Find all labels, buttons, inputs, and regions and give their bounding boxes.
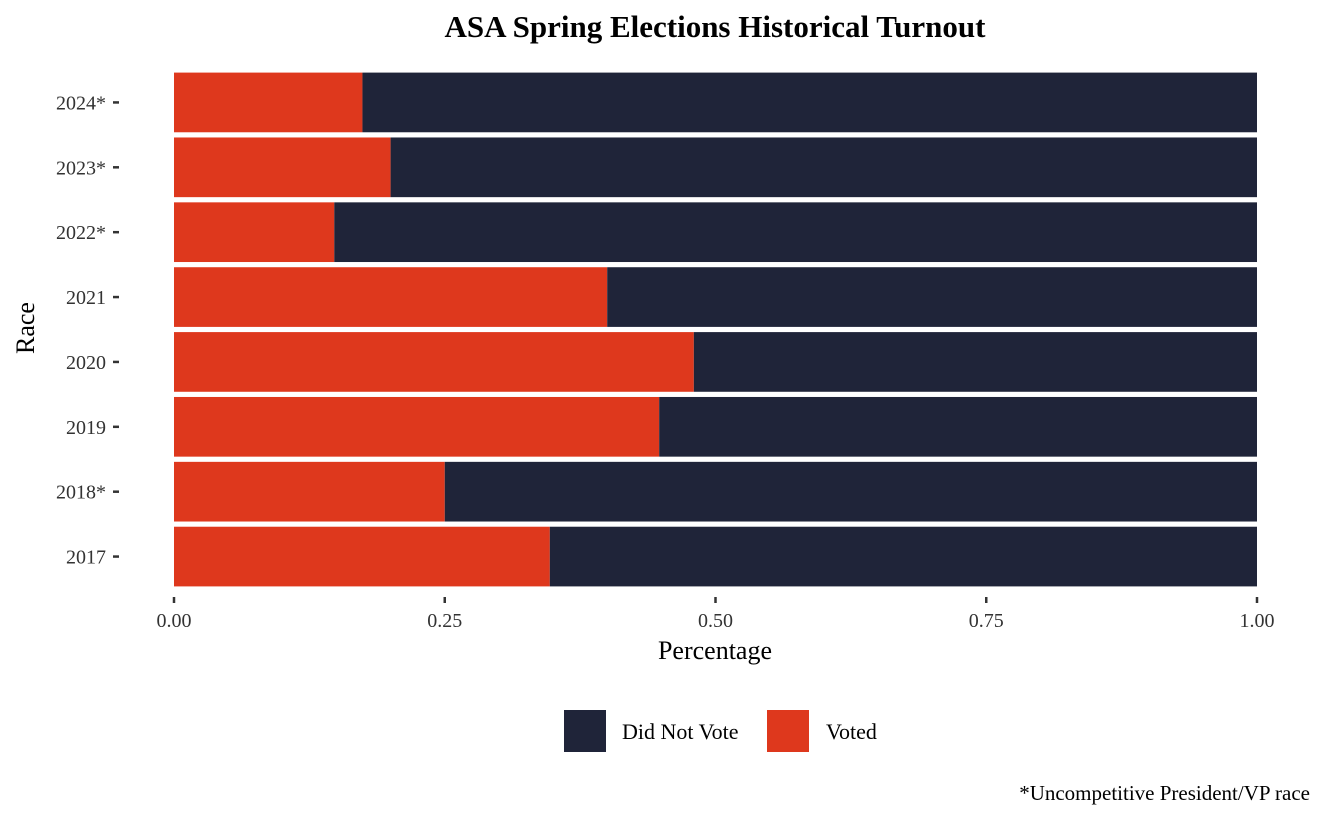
bar-voted-2021 bbox=[174, 267, 608, 327]
bar-did-not-vote-2020 bbox=[693, 332, 1257, 392]
bar-did-not-vote-2021 bbox=[607, 267, 1257, 327]
bars-group bbox=[174, 72, 1258, 587]
bar-voted-2020 bbox=[174, 332, 694, 392]
bar-did-not-vote-2017 bbox=[549, 526, 1257, 587]
chart-caption: *Uncompetitive President/VP race bbox=[1019, 781, 1310, 805]
bar-voted-2018 bbox=[174, 461, 445, 522]
legend-swatch-did-not-vote bbox=[564, 710, 606, 752]
bar-did-not-vote-2022 bbox=[334, 202, 1257, 263]
x-axis: 0.00 0.25 0.50 0.75 1.00 bbox=[157, 597, 1275, 632]
y-tick-label: 2017 bbox=[66, 547, 106, 569]
legend-swatch-voted bbox=[767, 710, 809, 752]
bar-voted-2024 bbox=[174, 72, 363, 133]
legend-label-did-not-vote: Did Not Vote bbox=[622, 719, 739, 744]
y-tick-label: 2019 bbox=[66, 417, 106, 439]
bar-voted-2023 bbox=[174, 137, 391, 198]
x-tick-label: 0.00 bbox=[157, 610, 192, 632]
bar-did-not-vote-2024 bbox=[362, 72, 1257, 133]
x-tick-label: 1.00 bbox=[1240, 610, 1275, 632]
y-tick-label: 2022* bbox=[56, 222, 106, 244]
bar-voted-2017 bbox=[174, 526, 550, 587]
bar-did-not-vote-2019 bbox=[659, 396, 1257, 457]
y-tick-label: 2020 bbox=[66, 352, 106, 374]
y-tick-label: 2021 bbox=[66, 287, 106, 309]
x-tick-label: 0.25 bbox=[427, 610, 462, 632]
y-axis-title: Race bbox=[11, 302, 40, 354]
y-tick-label: 2024* bbox=[56, 92, 106, 114]
bar-did-not-vote-2018 bbox=[444, 461, 1257, 522]
legend-label-voted: Voted bbox=[826, 719, 877, 744]
x-axis-title: Percentage bbox=[658, 636, 772, 665]
bar-voted-2022 bbox=[174, 202, 335, 263]
y-axis: 2017 2018* 2019 2020 2021 2022* 2023* 2024* bbox=[56, 92, 119, 569]
x-tick-label: 0.50 bbox=[698, 610, 733, 632]
legend: Did Not Vote Voted bbox=[564, 710, 877, 752]
y-tick-label: 2018* bbox=[56, 482, 106, 504]
bar-voted-2019 bbox=[174, 396, 660, 457]
y-tick-label: 2023* bbox=[56, 157, 106, 179]
chart-title: ASA Spring Elections Historical Turnout bbox=[445, 9, 987, 44]
x-tick-label: 0.75 bbox=[969, 610, 1004, 632]
bar-did-not-vote-2023 bbox=[390, 137, 1258, 198]
